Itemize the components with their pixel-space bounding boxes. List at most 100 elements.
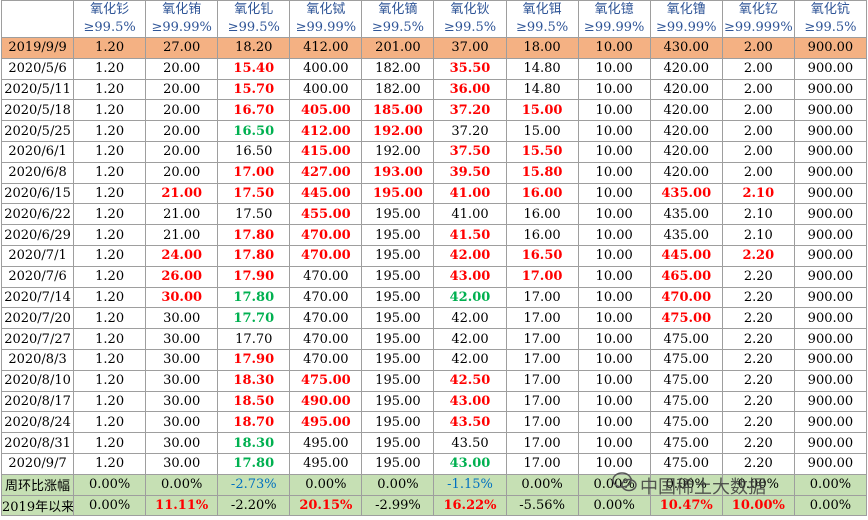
column-header: 氧化钇 ≥99.999% <box>721 0 795 38</box>
price-cell: 11.11% <box>145 494 219 517</box>
price-cell: 1.20 <box>73 286 147 309</box>
table-row: 2020/6/1 1.20 20.00 16.50 415.00 192.00 37.50 1… <box>0 140 868 163</box>
column-header: 氧化钆 ≥99.5% <box>217 0 291 38</box>
price-cell: 42.00 <box>433 348 507 371</box>
price-cell: 17.00 <box>505 265 579 288</box>
price-cell: 445.00 <box>289 182 363 205</box>
price-cell: 0.00% <box>145 473 219 496</box>
price-cell: 10.00 <box>577 203 651 226</box>
price-cell: 445.00 <box>649 244 723 267</box>
price-cell: 42.00 <box>433 328 507 350</box>
price-cell: 1.20 <box>73 390 147 413</box>
price-cell: 195.00 <box>361 307 435 330</box>
price-cell: 0.00% <box>505 473 579 496</box>
price-cell: 17.00 <box>505 390 579 413</box>
price-cell: 18.30 <box>217 369 291 392</box>
price-cell: 1.20 <box>73 348 147 371</box>
column-purity: ≥99.99% <box>295 20 357 35</box>
price-cell: 415.00 <box>289 140 363 163</box>
row-label: 2020/7/6 <box>0 265 75 288</box>
price-cell: 16.00 <box>505 203 579 226</box>
price-cell: 900.00 <box>793 78 868 101</box>
price-cell: 900.00 <box>793 432 868 454</box>
row-label: 周环比涨幅 <box>0 473 75 496</box>
price-cell: 17.00 <box>217 161 291 184</box>
price-cell: 1.20 <box>73 203 147 226</box>
price-cell: 2.10 <box>721 203 795 226</box>
price-cell: -2.99% <box>361 494 435 517</box>
price-cell: 10.00 <box>577 78 651 101</box>
price-cell: 10.00 <box>577 328 651 350</box>
price-cell: 185.00 <box>361 99 435 122</box>
price-cell: 435.00 <box>649 203 723 226</box>
table-row: 2020/6/8 1.20 20.00 17.00 427.00 193.00 39.50 1… <box>0 161 868 184</box>
price-cell: 495.00 <box>289 432 363 454</box>
price-cell: 475.00 <box>289 369 363 392</box>
row-label: 2020/5/6 <box>0 57 75 80</box>
column-purity: ≥99.5% <box>515 20 569 35</box>
price-cell: 39.50 <box>433 161 507 184</box>
price-cell: 400.00 <box>289 57 363 80</box>
price-cell: 2.20 <box>721 452 795 475</box>
price-cell: 427.00 <box>289 161 363 184</box>
price-cell: 475.00 <box>649 328 723 350</box>
price-cell: 0.00% <box>73 473 147 496</box>
price-cell: 195.00 <box>361 203 435 226</box>
table-row: 2020/6/15 1.20 21.00 17.50 445.00 195.00 41.00… <box>0 182 868 205</box>
price-cell: 475.00 <box>649 369 723 392</box>
price-cell: 18.00 <box>505 37 579 59</box>
price-cell: 900.00 <box>793 307 868 330</box>
price-cell: 900.00 <box>793 224 868 246</box>
price-cell: 30.00 <box>145 390 219 413</box>
row-label: 2020/8/17 <box>0 390 75 413</box>
price-cell: 2.00 <box>721 161 795 184</box>
price-cell: 470.00 <box>289 244 363 267</box>
table-row: 2020/7/6 1.20 26.00 17.90 470.00 195.00 43.00 1… <box>0 265 868 288</box>
price-cell: 1.20 <box>73 244 147 267</box>
column-name: 氧化镝 <box>378 2 418 17</box>
price-cell: 10.00 <box>577 307 651 330</box>
price-cell: 17.80 <box>217 286 291 309</box>
price-cell: 10.47% <box>649 494 723 517</box>
price-cell: -5.56% <box>505 494 579 517</box>
table-row: 2020/7/1 1.20 24.00 17.80 470.00 195.00 42.00 1… <box>0 244 868 267</box>
price-cell: 470.00 <box>289 328 363 350</box>
price-cell: 42.00 <box>433 286 507 309</box>
price-cell: 17.00 <box>505 452 579 475</box>
price-cell: 20.00 <box>145 57 219 80</box>
price-cell: 900.00 <box>793 411 868 434</box>
column-header: 氧化镱 ≥99.99% <box>577 0 651 38</box>
price-cell: 475.00 <box>649 390 723 413</box>
row-label: 2019/9/9 <box>0 37 75 59</box>
price-cell: 1.20 <box>73 224 147 246</box>
price-cell: 900.00 <box>793 182 868 205</box>
price-cell: 2.20 <box>721 348 795 371</box>
price-cell: 42.50 <box>433 369 507 392</box>
price-cell: 1.20 <box>73 369 147 392</box>
price-cell: 15.80 <box>505 161 579 184</box>
price-cell: 21.00 <box>145 203 219 226</box>
price-cell: 195.00 <box>361 265 435 288</box>
price-cell: 405.00 <box>289 99 363 122</box>
table-row: 2020/6/22 1.20 21.00 17.50 455.00 195.00 41.00… <box>0 203 868 226</box>
column-name: 氧化钐 <box>90 2 130 17</box>
column-name: 氧化钪 <box>810 2 850 17</box>
table-row: 2020/8/17 1.20 30.00 18.50 490.00 195.00 43.00… <box>0 390 868 413</box>
price-cell: 18.20 <box>217 37 291 59</box>
table-row: 2020/9/7 1.20 30.00 17.80 495.00 195.00 43.00 1… <box>0 452 868 475</box>
price-cell: 1.20 <box>73 161 147 184</box>
column-name: 氧化镱 <box>594 2 634 17</box>
price-cell: 2.20 <box>721 369 795 392</box>
column-header: 氧化铽 ≥99.99% <box>289 0 363 38</box>
column-purity: ≥99.5% <box>227 20 280 35</box>
price-cell: 900.00 <box>793 99 868 122</box>
price-cell: 17.90 <box>217 265 291 288</box>
price-cell: 35.50 <box>433 57 507 80</box>
price-cell: 16.50 <box>505 244 579 267</box>
table-row: 2019/9/9 1.20 27.00 18.20 412.00 201.00 37.00 1… <box>0 37 868 59</box>
price-cell: 475.00 <box>649 432 723 454</box>
price-cell: 470.00 <box>289 286 363 309</box>
price-cell: 2.00 <box>721 57 795 80</box>
price-cell: 15.70 <box>217 78 291 101</box>
price-cell: 2.00 <box>721 140 795 163</box>
